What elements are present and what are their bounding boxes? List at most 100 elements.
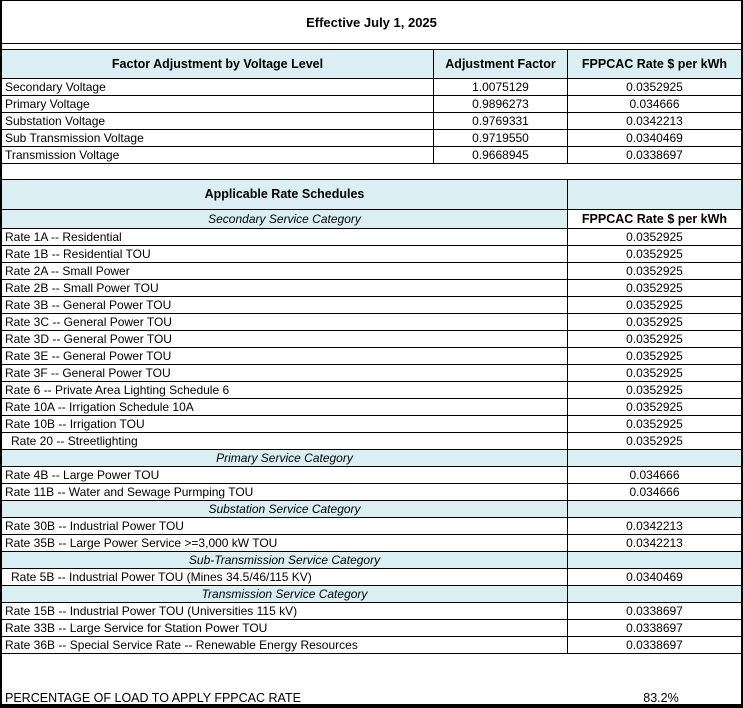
applicable-rate-schedules-empty-cell: [567, 180, 741, 209]
category-row: Substation Service Category: [2, 500, 741, 517]
secondary-category-header-row: Secondary Service Category FPPCAC Rate $…: [2, 209, 741, 228]
category-label: Transmission Service Category: [2, 586, 567, 602]
rate-schedule-value: 0.0338697: [567, 620, 741, 636]
rate-row: Rate 3F -- General Power TOU 0.0352925: [2, 364, 741, 381]
category-empty-cell: [567, 586, 741, 602]
rate-row: Rate 33B -- Large Service for Station Po…: [2, 619, 741, 636]
rate-schedule-label: Rate 3F -- General Power TOU: [5, 366, 171, 380]
voltage-level-label: Sub Transmission Voltage: [5, 131, 144, 145]
rate-row: Rate 3E -- General Power TOU 0.0352925: [2, 347, 741, 364]
voltage-table-header-row: Factor Adjustment by Voltage Level Adjus…: [2, 50, 741, 78]
category-empty-cell: [567, 501, 741, 517]
fppcac-rate-column-header: FPPCAC Rate $ per kWh: [567, 50, 741, 78]
load-percentage-label: PERCENTAGE OF LOAD TO APPLY FPPCAC RATE: [5, 691, 301, 704]
category-label: Secondary Service Category: [2, 210, 567, 228]
rate-schedule-label: Rate 20 -- Streetlighting: [11, 434, 138, 448]
rate-schedule-value: 0.0338697: [567, 637, 741, 653]
rate-schedule-label: Rate 1A -- Residential: [5, 230, 122, 244]
rate-schedule-label: Rate 3E -- General Power TOU: [5, 349, 172, 363]
fppcac-rate-value: 0.0352925: [567, 79, 741, 95]
rate-schedule-value: 0.0352925: [567, 297, 741, 313]
rate-row: Rate 2B -- Small Power TOU 0.0352925: [2, 279, 741, 296]
category-row: Transmission Service Category: [2, 585, 741, 602]
effective-date-title: Effective July 1, 2025: [2, 1, 741, 44]
adjustment-factor-value: 1.0075129: [433, 79, 567, 95]
rate-row: Rate 20 -- Streetlighting 0.0352925: [2, 432, 741, 449]
rate-schedule-value: 0.0352925: [567, 433, 741, 449]
adjustment-factor-column-header: Adjustment Factor: [433, 50, 567, 78]
rate-schedule-label: Rate 6 -- Private Area Lighting Schedule…: [5, 383, 230, 397]
load-percentage-row: PERCENTAGE OF LOAD TO APPLY FPPCAC RATE …: [2, 683, 741, 704]
rate-schedule-table-body: Rate 1A -- Residential 0.0352925 Rate 1B -…: [2, 228, 741, 653]
fppcac-rate-value: 0.0338697: [567, 147, 741, 163]
rate-schedule-label: Rate 30B -- Industrial Power TOU: [5, 519, 184, 533]
fppcac-rate-value: 0.0340469: [567, 130, 741, 146]
voltage-row: Substation Voltage 0.9769331 0.0342213: [2, 112, 741, 129]
category-row: Primary Service Category: [2, 449, 741, 466]
adjustment-factor-value: 0.9719550: [433, 130, 567, 146]
rate-schedule-table: Applicable Rate Schedules Secondary Serv…: [2, 179, 741, 654]
footer-section: PERCENTAGE OF LOAD TO APPLY FPPCAC RATE …: [2, 654, 741, 704]
rate-schedule-label: Rate 10A -- Irrigation Schedule 10A: [5, 400, 194, 414]
rate-schedule-value: 0.0352925: [567, 263, 741, 279]
category-label: Substation Service Category: [2, 501, 567, 517]
rate-row: Rate 10B -- Irrigation TOU 0.0352925: [2, 415, 741, 432]
rate-row: Rate 2A -- Small Power 0.0352925: [2, 262, 741, 279]
rate-schedule-value: 0.0352925: [567, 399, 741, 415]
category-empty-cell: [567, 552, 741, 568]
schedule-rate-column-header: FPPCAC Rate $ per kWh: [567, 210, 741, 228]
rate-schedule-value: 0.0342213: [567, 518, 741, 534]
rate-schedule-label: Rate 4B -- Large Power TOU: [5, 468, 160, 482]
voltage-table-body: Secondary Voltage 1.0075129 0.0352925 Prima…: [2, 78, 741, 163]
rate-schedule-label: Rate 36B -- Special Service Rate -- Rene…: [5, 638, 358, 652]
rate-row: Rate 6 -- Private Area Lighting Schedule…: [2, 381, 741, 398]
rate-schedule-label: Rate 1B -- Residential TOU: [5, 247, 151, 261]
rate-schedule-value: 0.0338697: [567, 603, 741, 619]
rate-schedule-label: Rate 3B -- General Power TOU: [5, 298, 172, 312]
rate-row: Rate 5B -- Industrial Power TOU (Mines 3…: [2, 568, 741, 585]
category-row: Sub-Transmission Service Category: [2, 551, 741, 568]
rate-schedule-value: 0.034666: [567, 467, 741, 483]
rate-schedule-label: Rate 5B -- Industrial Power TOU (Mines 3…: [11, 570, 312, 584]
rate-row: Rate 3D -- General Power TOU 0.0352925: [2, 330, 741, 347]
rate-row: Rate 3B -- General Power TOU 0.0352925: [2, 296, 741, 313]
fppcac-rate-value: 0.0342213: [567, 113, 741, 129]
rate-schedule-label: Rate 35B -- Large Power Service >=3,000 …: [5, 536, 278, 550]
rate-row: Rate 15B -- Industrial Power TOU (Univer…: [2, 602, 741, 619]
voltage-row: Secondary Voltage 1.0075129 0.0352925: [2, 78, 741, 95]
rate-schedule-label: Rate 3C -- General Power TOU: [5, 315, 172, 329]
voltage-factor-table: Factor Adjustment by Voltage Level Adjus…: [2, 49, 741, 164]
voltage-row: Sub Transmission Voltage 0.9719550 0.03404…: [2, 129, 741, 146]
rate-schedule-label: Rate 33B -- Large Service for Station Po…: [5, 621, 268, 635]
rate-row: Rate 1B -- Residential TOU 0.0352925: [2, 245, 741, 262]
rate-row: Rate 36B -- Special Service Rate -- Rene…: [2, 636, 741, 653]
rate-schedule-value: 0.0340469: [567, 569, 741, 585]
rate-schedule-label: Rate 2B -- Small Power TOU: [5, 281, 159, 295]
rate-row: Rate 30B -- Industrial Power TOU 0.034221…: [2, 517, 741, 534]
adjustment-factor-value: 0.9769331: [433, 113, 567, 129]
rate-schedule-label: Rate 3D -- General Power TOU: [5, 332, 172, 346]
rate-schedule-value: 0.034666: [567, 484, 741, 500]
voltage-row: Primary Voltage 0.9896273 0.034666: [2, 95, 741, 112]
rate-row: Rate 11B -- Water and Sewage Purmping TO…: [2, 483, 741, 500]
voltage-level-label: Substation Voltage: [5, 114, 106, 128]
applicable-rate-schedules-title: Applicable Rate Schedules: [204, 187, 365, 202]
rate-schedule-value: 0.0352925: [567, 331, 741, 347]
rate-schedule-value: 0.0352925: [567, 280, 741, 296]
fppcac-rate-value: 0.034666: [567, 96, 741, 112]
voltage-level-column-header: Factor Adjustment by Voltage Level: [111, 56, 324, 71]
adjustment-factor-value: 0.9668945: [433, 147, 567, 163]
rate-schedule-value: 0.0352925: [567, 229, 741, 245]
rate-schedule-value: 0.0352925: [567, 416, 741, 432]
rate-schedule-value: 0.0352925: [567, 314, 741, 330]
rate-schedule-label: Rate 15B -- Industrial Power TOU (Univer…: [5, 604, 298, 618]
voltage-level-label: Transmission Voltage: [5, 148, 120, 162]
load-percentage-value: 83.2%: [643, 691, 679, 704]
category-label: Sub-Transmission Service Category: [2, 552, 567, 568]
rate-schedule-label: Rate 2A -- Small Power: [5, 264, 130, 278]
rate-row: Rate 10A -- Irrigation Schedule 10A 0.035…: [2, 398, 741, 415]
rate-schedule-label: Rate 11B -- Water and Sewage Purmping TO…: [5, 485, 254, 499]
adjustment-factor-value: 0.9896273: [433, 96, 567, 112]
voltage-level-label: Primary Voltage: [5, 97, 90, 111]
